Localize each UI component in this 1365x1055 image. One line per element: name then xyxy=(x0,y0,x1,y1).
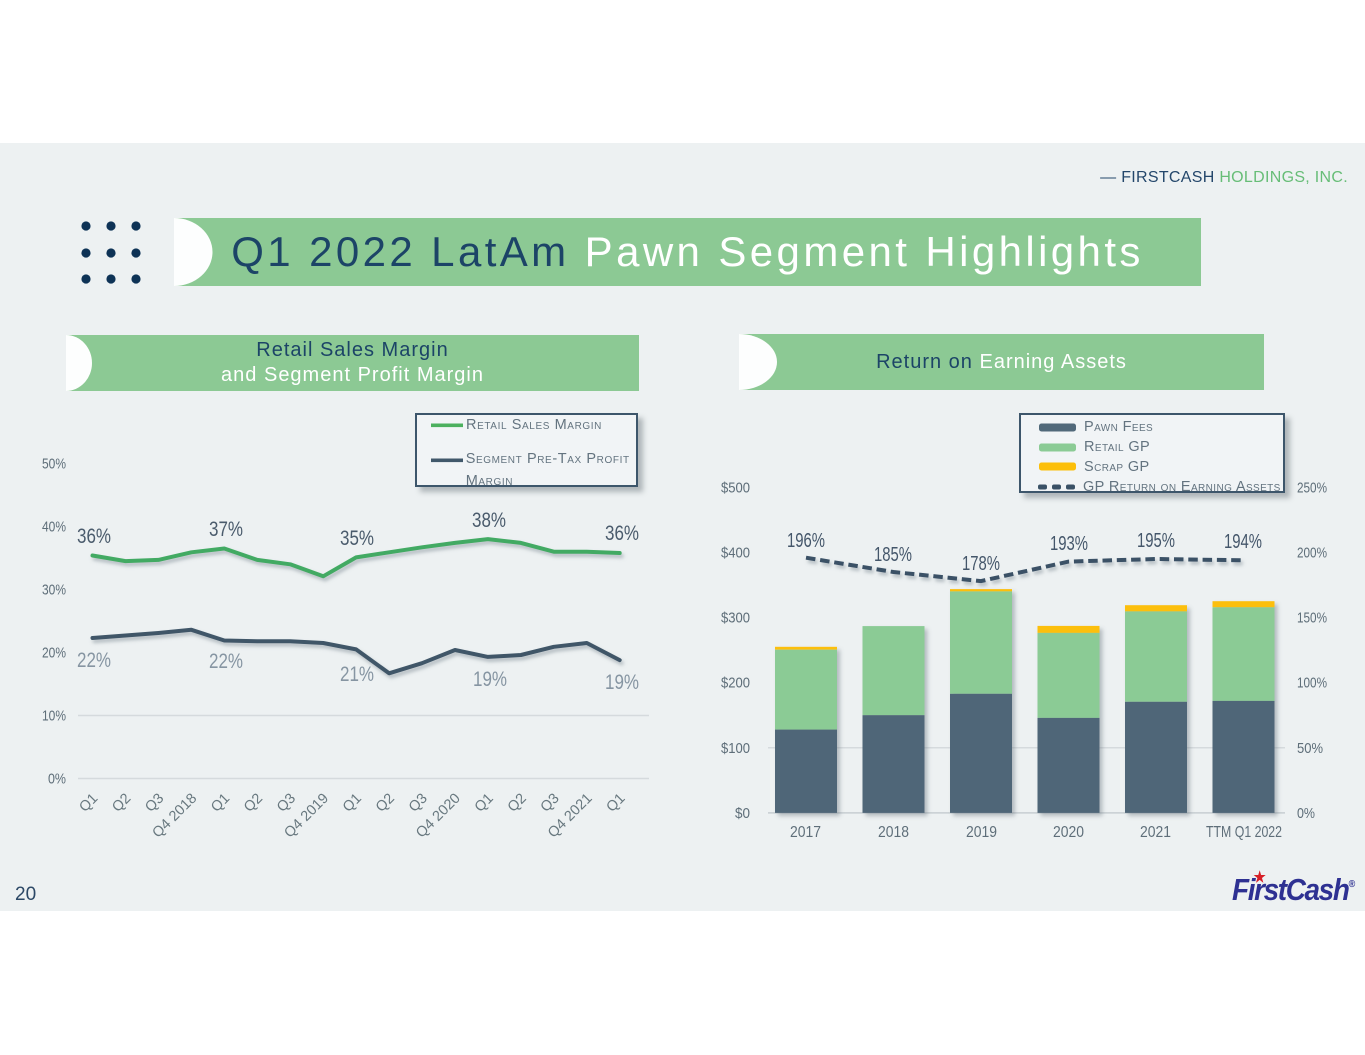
svg-text:19%: 19% xyxy=(605,671,639,694)
svg-text:2018: 2018 xyxy=(878,824,909,841)
svg-text:36%: 36% xyxy=(77,525,111,548)
svg-text:178%: 178% xyxy=(962,553,1000,575)
svg-text:30%: 30% xyxy=(42,582,66,599)
svg-text:36%: 36% xyxy=(605,522,639,545)
svg-text:195%: 195% xyxy=(1137,530,1175,552)
svg-text:40%: 40% xyxy=(42,519,66,536)
svg-text:Q3: Q3 xyxy=(142,791,167,816)
svg-text:22%: 22% xyxy=(209,650,243,673)
svg-text:Q3: Q3 xyxy=(406,791,431,816)
svg-text:0%: 0% xyxy=(48,771,66,788)
svg-text:35%: 35% xyxy=(340,527,374,550)
svg-text:TTM Q1 2022: TTM Q1 2022 xyxy=(1206,824,1282,841)
svg-text:2021: 2021 xyxy=(1140,824,1171,841)
svg-text:22%: 22% xyxy=(77,649,111,672)
svg-text:0%: 0% xyxy=(1297,805,1315,822)
svg-text:20%: 20% xyxy=(42,645,66,662)
svg-text:$300: $300 xyxy=(721,610,750,627)
svg-text:Q1: Q1 xyxy=(472,791,497,816)
svg-text:194%: 194% xyxy=(1224,531,1262,553)
svg-text:193%: 193% xyxy=(1050,533,1088,555)
svg-text:21%: 21% xyxy=(340,663,374,686)
svg-text:50%: 50% xyxy=(42,456,66,473)
svg-text:19%: 19% xyxy=(473,668,507,691)
svg-text:10%: 10% xyxy=(42,708,66,725)
svg-text:185%: 185% xyxy=(874,544,912,566)
svg-text:$100: $100 xyxy=(721,740,750,757)
svg-text:Q1: Q1 xyxy=(340,791,365,816)
svg-text:Q2: Q2 xyxy=(241,791,266,816)
svg-text:250%: 250% xyxy=(1297,479,1327,496)
svg-text:Q1: Q1 xyxy=(76,791,101,816)
svg-text:Q3: Q3 xyxy=(274,791,299,816)
svg-text:2017: 2017 xyxy=(790,824,821,841)
svg-text:2019: 2019 xyxy=(966,824,997,841)
svg-text:$400: $400 xyxy=(721,545,750,562)
svg-text:$200: $200 xyxy=(721,675,750,692)
svg-text:$500: $500 xyxy=(721,479,750,496)
svg-text:37%: 37% xyxy=(209,518,243,541)
svg-text:Q1: Q1 xyxy=(208,791,233,816)
svg-text:Q1: Q1 xyxy=(604,791,629,816)
svg-text:2020: 2020 xyxy=(1053,824,1084,841)
svg-text:200%: 200% xyxy=(1297,545,1327,562)
svg-text:Q2: Q2 xyxy=(505,791,530,816)
svg-text:100%: 100% xyxy=(1297,675,1327,692)
svg-text:$0: $0 xyxy=(735,805,750,822)
svg-text:38%: 38% xyxy=(472,509,506,532)
svg-text:150%: 150% xyxy=(1297,610,1327,627)
svg-text:Q2: Q2 xyxy=(109,791,134,816)
svg-text:50%: 50% xyxy=(1297,740,1323,757)
svg-text:Q2: Q2 xyxy=(373,791,398,816)
svg-text:196%: 196% xyxy=(787,530,825,552)
svg-text:Q3: Q3 xyxy=(538,791,563,816)
